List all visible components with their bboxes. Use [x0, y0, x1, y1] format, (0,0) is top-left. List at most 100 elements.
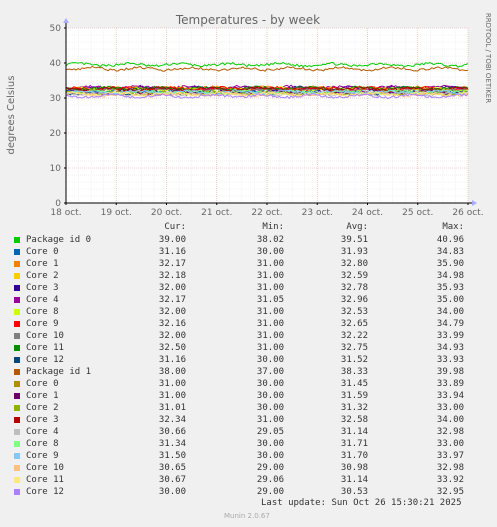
legend-value-min: 31.00 [256, 307, 284, 317]
legend-column-header: Cur: [164, 222, 186, 232]
legend-value-cur: 31.50 [158, 451, 186, 461]
y-axis-label: degrees Celsius [6, 76, 17, 155]
legend-row: Core 12 30.00 29.00 30.53 32.95 [0, 486, 497, 498]
legend-series-name: Core 8 [26, 439, 59, 449]
legend-swatch [14, 261, 20, 267]
legend-value-cur: 32.00 [158, 307, 186, 317]
legend-series-name: Core 3 [26, 283, 59, 293]
legend-value-avg: 30.98 [340, 463, 368, 473]
legend-value-cur: 31.34 [158, 439, 186, 449]
legend-row: Core 1 31.00 30.00 31.59 33.94 [0, 390, 497, 402]
legend-swatch [14, 237, 20, 243]
legend-swatch [14, 249, 20, 255]
legend-value-max: 34.00 [436, 415, 464, 425]
legend-swatch [14, 405, 20, 411]
legend-swatch [14, 285, 20, 291]
legend-value-avg: 30.53 [340, 487, 368, 497]
legend-value-min: 31.05 [256, 295, 284, 305]
x-tick-label: 19 oct. [101, 208, 132, 218]
legend-series-name: Core 2 [26, 403, 59, 413]
legend-value-min: 31.00 [256, 319, 284, 329]
legend-row: Core 12 31.16 30.00 31.52 33.93 [0, 354, 497, 366]
legend-row: Core 2 31.01 30.00 31.32 33.00 [0, 402, 497, 414]
legend-swatch [14, 465, 20, 471]
grid [65, 27, 469, 204]
legend-row: Core 1 32.17 31.00 32.80 35.90 [0, 258, 497, 270]
y-tick-label: 30 [50, 94, 62, 104]
legend-value-min: 37.00 [256, 367, 284, 377]
legend-value-max: 40.96 [436, 235, 464, 245]
legend-value-cur: 30.00 [158, 487, 186, 497]
legend-series-name: Core 10 [26, 463, 64, 473]
y-axis-arrow [63, 18, 69, 23]
legend-value-min: 30.00 [256, 403, 284, 413]
legend-column-header: Min: [262, 222, 284, 232]
x-tick-label: 24 oct. [352, 208, 383, 218]
legend-column-header: Max: [442, 222, 464, 232]
legend-value-min: 30.00 [256, 355, 284, 365]
legend-swatch [14, 441, 20, 447]
legend-value-max: 32.95 [436, 487, 464, 497]
legend-value-min: 31.00 [256, 271, 284, 281]
legend-swatch [14, 273, 20, 279]
last-update: Last update: Sun Oct 26 15:30:21 2025 [261, 498, 462, 508]
legend-value-avg: 38.33 [340, 367, 368, 377]
legend-value-avg: 31.93 [340, 247, 368, 257]
legend-series-name: Core 9 [26, 319, 59, 329]
series-line [65, 86, 469, 93]
legend-swatch [14, 381, 20, 387]
legend-value-cur: 30.65 [158, 463, 186, 473]
legend-swatch [14, 333, 20, 339]
legend-series-name: Core 3 [26, 415, 59, 425]
legend-row: Core 0 31.00 30.00 31.45 33.89 [0, 378, 497, 390]
legend-value-max: 34.83 [436, 247, 464, 257]
legend-value-cur: 39.00 [158, 235, 186, 245]
legend-value-avg: 32.65 [340, 319, 368, 329]
munin-version: Munin 2.0.67 [224, 512, 270, 520]
legend-value-max: 34.00 [436, 307, 464, 317]
legend-series-name: Core 12 [26, 487, 64, 497]
legend-row: Core 11 30.67 29.06 31.14 33.92 [0, 474, 497, 486]
legend-row: Core 3 32.00 31.00 32.78 35.93 [0, 282, 497, 294]
legend-value-max: 35.90 [436, 259, 464, 269]
legend-value-cur: 30.66 [158, 427, 186, 437]
legend-value-avg: 32.96 [340, 295, 368, 305]
x-tick-label: 26 oct. [452, 208, 483, 218]
legend-value-cur: 32.00 [158, 283, 186, 293]
legend-row: Core 4 32.17 31.05 32.96 35.00 [0, 294, 497, 306]
legend-swatch [14, 489, 20, 495]
legend-swatch [14, 309, 20, 315]
x-tick-label: 22 oct. [251, 208, 282, 218]
legend-value-max: 35.93 [436, 283, 464, 293]
legend-value-min: 31.00 [256, 415, 284, 425]
legend-value-avg: 32.53 [340, 307, 368, 317]
legend-value-min: 30.00 [256, 439, 284, 449]
legend-value-avg: 31.71 [340, 439, 368, 449]
legend-value-max: 33.00 [436, 403, 464, 413]
legend-swatch [14, 417, 20, 423]
chart-title: Temperatures - by week [175, 13, 320, 27]
legend-value-avg: 32.22 [340, 331, 368, 341]
legend-value-cur: 32.18 [158, 271, 186, 281]
legend-value-cur: 30.67 [158, 475, 186, 485]
legend-value-max: 33.89 [436, 379, 464, 389]
legend-value-cur: 31.00 [158, 391, 186, 401]
legend-swatch [14, 321, 20, 327]
legend-value-cur: 31.16 [158, 355, 186, 365]
legend-value-min: 30.00 [256, 379, 284, 389]
legend-value-avg: 32.58 [340, 415, 368, 425]
legend-value-avg: 31.52 [340, 355, 368, 365]
legend-value-cur: 32.34 [158, 415, 186, 425]
legend-value-min: 30.00 [256, 391, 284, 401]
legend-value-max: 32.98 [436, 427, 464, 437]
legend-value-avg: 31.45 [340, 379, 368, 389]
legend-value-min: 31.00 [256, 283, 284, 293]
legend-swatch [14, 453, 20, 459]
legend-row: Core 9 31.50 30.00 31.70 33.97 [0, 450, 497, 462]
temperature-chart: Temperatures - by week degrees Celsius R… [6, 13, 492, 218]
legend-value-min: 38.02 [256, 235, 284, 245]
legend-value-avg: 31.14 [340, 475, 368, 485]
x-tick-label: 25 oct. [402, 208, 433, 218]
legend-swatch [14, 357, 20, 363]
legend-series-name: Core 11 [26, 343, 64, 353]
